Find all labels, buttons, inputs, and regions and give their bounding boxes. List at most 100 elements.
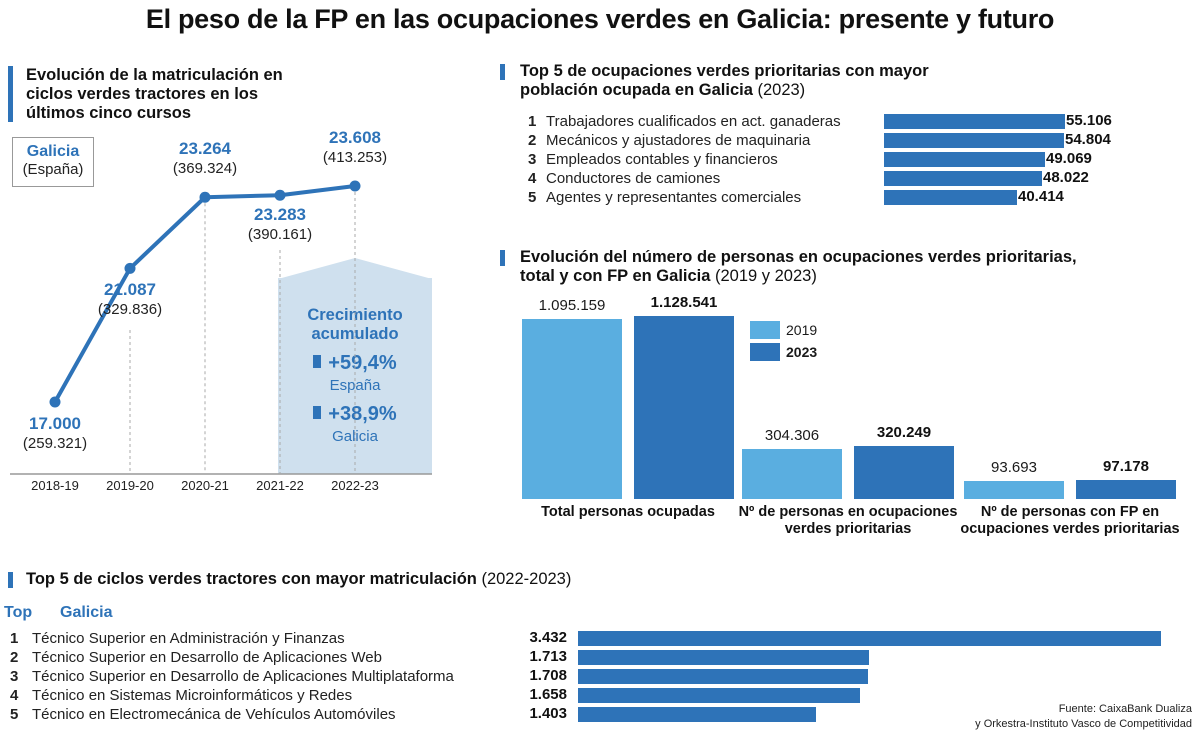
occupation-rank: 2 (528, 132, 537, 149)
section-marker (500, 64, 505, 80)
occupation-rank: 5 (528, 189, 537, 206)
main-title: El peso de la FP en las ocupaciones verd… (145, 4, 1055, 34)
occupation-row: 2 Mecánicos y ajustadores de maquinaria (528, 131, 878, 150)
x-tick-label: 2018-19 (31, 478, 79, 493)
section-marker (500, 250, 505, 266)
people-value-label: 1.095.159 (538, 297, 606, 314)
cycle-value: 1.403 (529, 705, 567, 722)
occupation-label: Trabajadores cualificados en act. ganade… (546, 113, 841, 130)
cycle-bar (578, 707, 816, 722)
cycle-bar (578, 669, 868, 684)
cycle-value: 1.708 (529, 667, 567, 684)
occupation-value: 54.804 (1065, 131, 1111, 148)
growth-galicia-label: Galicia (332, 428, 378, 445)
cycle-bar (578, 631, 1161, 646)
growth-spain-value: +59,4% (328, 352, 397, 374)
cycle-rank: 1 (10, 630, 19, 647)
people-bar-2019 (742, 449, 842, 499)
occupation-value: 40.414 (1018, 188, 1064, 205)
enrollment-line-chart (10, 180, 432, 475)
x-tick-label: 2020-21 (181, 478, 229, 493)
cycle-value: 1.713 (529, 648, 567, 665)
cycle-label: Técnico Superior en Administración y Fin… (32, 630, 345, 647)
occupation-label: Conductores de camiones (546, 170, 721, 187)
cycle-row: 4 Técnico en Sistemas Microinformáticos y… (10, 686, 510, 705)
section-marker (8, 572, 13, 588)
people-value-label: 320.249 (876, 424, 932, 441)
occupation-value: 49.069 (1046, 150, 1092, 167)
section-marker (8, 66, 13, 122)
source-line-1: Fuente: CaixaBank Dualiza (1058, 703, 1192, 715)
growth-galicia: +38,9% (278, 403, 432, 426)
people-value-label: 97.178 (1103, 458, 1149, 475)
region-legend: Galicia (España) (12, 137, 94, 187)
occupation-bar (884, 152, 1045, 167)
enrollment-title: Evolución de la matriculación en ciclos … (26, 66, 283, 122)
cycles-col-top: Top (4, 604, 33, 621)
occupation-row: 4 Conductores de camiones (528, 169, 878, 188)
cycle-row: 2 Técnico Superior en Desarrollo de Aplic… (10, 648, 510, 667)
people-title: Evolución del número de personas en ocup… (520, 248, 1100, 286)
spain-value-label: (390.161) (247, 226, 313, 244)
occupation-bar (884, 190, 1017, 205)
people-category-label: Nº de personas con FP en ocupaciones ver… (960, 504, 1180, 537)
legend-spain: (España) (22, 161, 84, 178)
x-tick-label: 2021-22 (256, 478, 304, 493)
occupations-year: (2023) (757, 81, 806, 99)
cycles-col-galicia: Galicia (60, 604, 113, 621)
cycle-bar (578, 650, 869, 665)
cycle-bar (578, 688, 860, 703)
occupation-value: 55.106 (1066, 112, 1112, 129)
occupation-bar (884, 171, 1042, 186)
cycle-rank: 4 (10, 687, 19, 704)
people-category-label: Nº de personas en ocupaciones verdes pri… (738, 504, 958, 537)
cycle-row: 3 Técnico Superior en Desarrollo de Aplic… (10, 667, 510, 686)
spain-value-label: (329.836) (97, 301, 163, 319)
cycle-row: 5 Técnico en Electromecánica de Vehículos… (10, 705, 510, 724)
data-point (199, 191, 211, 203)
growth-box-arrow (278, 258, 432, 279)
cycle-value: 1.658 (529, 686, 567, 703)
occupation-row: 5 Agentes y representantes comerciales (528, 188, 878, 207)
occupation-rank: 3 (528, 151, 537, 168)
source-line-2: y Orkestra-Instituto Vasco de Competitiv… (975, 718, 1192, 730)
occupation-label: Empleados contables y financieros (546, 151, 778, 168)
galicia-value-label: 23.608 (329, 128, 381, 147)
people-bar-chart (522, 316, 1176, 499)
occupation-row: 1 Trabajadores cualificados en act. ganad… (528, 112, 878, 131)
people-bar-2019 (522, 319, 622, 499)
growth-title: Crecimiento acumulado (307, 306, 403, 343)
people-value-label: 93.693 (991, 459, 1037, 476)
people-bar-2023 (854, 446, 954, 499)
cycle-rank: 3 (10, 668, 19, 685)
occupation-row: 3 Empleados contables y financieros (528, 150, 878, 169)
cycles-title: Top 5 de ciclos verdes tractores con may… (26, 570, 726, 589)
cycle-label: Técnico Superior en Desarrollo de Aplica… (32, 668, 454, 685)
cycle-label: Técnico en Sistemas Microinformáticos y … (32, 687, 353, 704)
spain-value-label: (413.253) (322, 149, 388, 166)
legend-label-2023: 2023 (786, 344, 818, 360)
occupation-value: 48.022 (1043, 169, 1089, 186)
x-tick-label: 2019-20 (106, 478, 154, 493)
people-bar-2019 (964, 481, 1064, 499)
galicia-value-label: 23.283 (254, 205, 306, 225)
cycle-label: Técnico Superior en Desarrollo de Aplica… (32, 649, 382, 666)
occupation-label: Mecánicos y ajustadores de maquinaria (546, 132, 811, 149)
people-title-text: Evolución del número de personas en ocup… (520, 248, 1077, 285)
data-point (274, 189, 286, 201)
cycles-title-text: Top 5 de ciclos verdes tractores con may… (26, 570, 477, 588)
occupation-bar (884, 133, 1064, 148)
occupation-rank: 1 (528, 113, 537, 130)
occupation-rank: 4 (528, 170, 537, 187)
growth-galicia-value: +38,9% (328, 403, 397, 425)
spain-value-label: (369.324) (172, 160, 238, 178)
galicia-value-label: 17.000 (29, 414, 81, 433)
occupation-label: Agentes y representantes comerciales (546, 189, 802, 206)
growth-spain: +59,4% (278, 352, 432, 375)
occupations-title: Top 5 de ocupaciones verdes prioritarias… (520, 62, 960, 100)
occupation-bar (884, 114, 1065, 129)
spain-value-label: (259.321) (22, 435, 88, 452)
legend-galicia: Galicia (26, 143, 80, 160)
people-years: (2019 y 2023) (715, 267, 817, 285)
cycle-label: Técnico en Electromecánica de Vehículos … (32, 706, 396, 723)
